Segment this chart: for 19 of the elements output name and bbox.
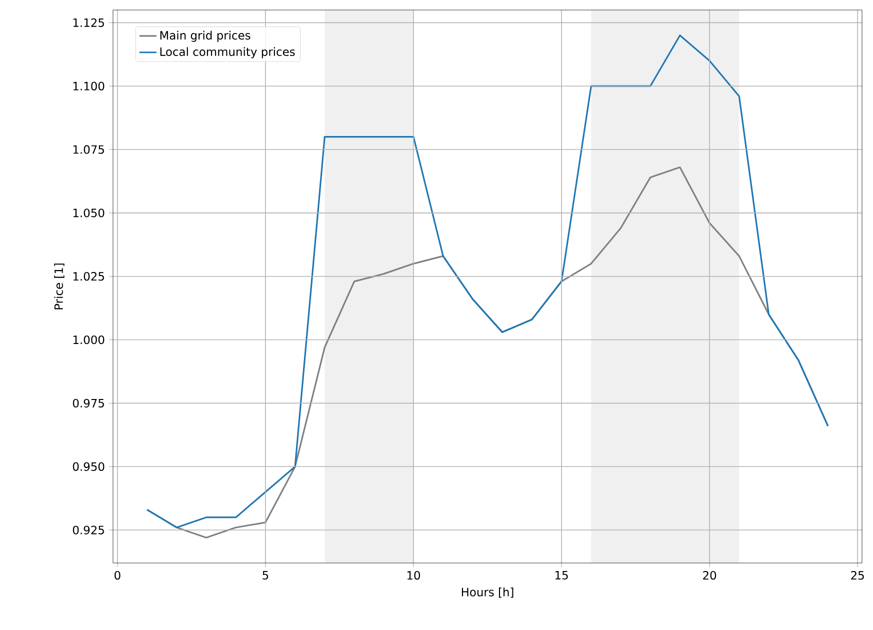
y-tick-label: 1.050 <box>73 208 104 218</box>
y-tick-label: 1.100 <box>73 82 104 90</box>
x-tick-label: 25 <box>851 571 864 580</box>
y-tick-label: 1.000 <box>73 335 104 344</box>
y-tick-label: 0.975 <box>72 398 104 408</box>
x-tick-label: 5 <box>262 571 268 580</box>
y-tick-label: 1.125 <box>73 18 104 28</box>
y-tick-label: 0.950 <box>72 462 104 471</box>
x-tick-label: 20 <box>703 571 716 580</box>
y-tick-label: 1.025 <box>73 272 104 281</box>
legend-label: Local community prices <box>160 47 295 58</box>
x-tick-label: 0 <box>114 571 120 580</box>
x-axis-title: Hours [h] <box>462 588 514 598</box>
x-tick-label: 15 <box>555 571 568 580</box>
y-tick-label: 1.075 <box>73 145 104 154</box>
legend-label: Main grid prices <box>160 30 250 42</box>
y-axis-title: Price [1] <box>54 264 64 310</box>
y-tick-label: 0.925 <box>72 526 104 534</box>
x-tick-label: 10 <box>407 571 420 580</box>
